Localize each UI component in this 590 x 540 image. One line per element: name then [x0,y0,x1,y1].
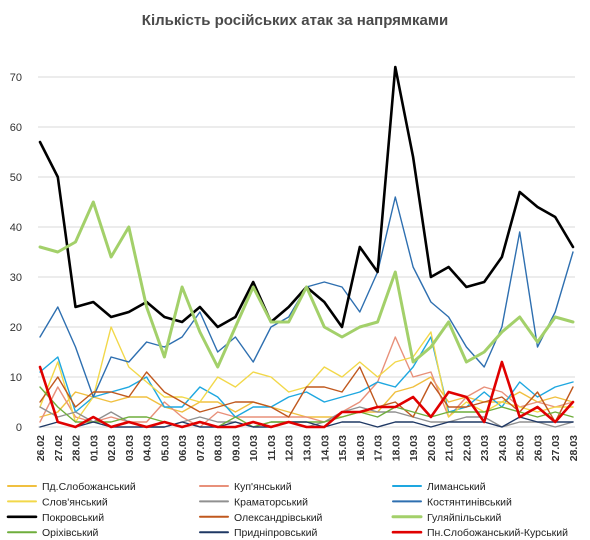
series-line [39,366,574,423]
series-line [39,336,574,418]
legend-item: Куп'янський [199,481,292,493]
x-tick-label: 27.03 [550,435,562,461]
x-tick-label: 09.03 [230,435,242,461]
series-line [38,360,575,429]
legend-item: Пн.Слобожанський-Курський [391,527,568,539]
legend: Пд.Слобожанський Куп'янський Лиманський Сло… [6,481,568,539]
legend-item: Олександрівський [199,512,323,524]
gridlines [38,76,575,428]
x-tick-label: 17.03 [373,435,385,461]
series-line [38,200,575,369]
legend-label: Пд.Слобожанський [42,481,136,493]
x-tick-label: 02.03 [106,435,118,461]
x-tick-label: 12.03 [284,435,296,461]
legend-label: Гуляйпільський [427,512,501,524]
legend-item: Краматорський [199,496,308,508]
x-tick-label: 23.03 [479,435,491,461]
y-tick-label: 50 [10,172,22,184]
legend-item: Оріхівський [7,527,99,539]
y-tick-label: 30 [10,272,22,284]
legend-label: Олександрівський [234,512,323,524]
y-tick-label: 70 [10,72,22,84]
legend-item: Костянтинівський [392,496,512,508]
x-tick-label: 08.03 [213,435,225,461]
x-tick-label: 19.03 [408,435,420,461]
x-tick-label: 24.03 [497,435,509,461]
x-axis-ticks: 26.02 27.02 28.02 01.03 02.03 03.03 04.03 05.03… [35,435,580,461]
legend-item: Гуляйпільський [391,512,501,524]
legend-item: Лиманський [392,481,486,493]
legend-label: Оріхівський [42,527,99,539]
x-tick-label: 20.03 [426,435,438,461]
y-axis-ticks: 0 10 20 30 40 50 60 70 [10,72,22,434]
y-tick-label: 60 [10,122,22,134]
x-tick-label: 22.03 [461,435,473,461]
legend-label: Куп'янський [234,481,292,493]
x-tick-label: 21.03 [444,435,456,461]
x-tick-label: 26.03 [532,435,544,461]
x-tick-label: 13.03 [302,435,314,461]
x-tick-label: 11.03 [266,435,278,461]
x-tick-label: 26.02 [35,435,47,461]
legend-label: Слов'янський [42,496,108,508]
x-tick-label: 18.03 [390,435,402,461]
x-tick-label: 07.03 [195,435,207,461]
series-line [39,376,574,418]
x-tick-label: 04.03 [142,435,154,461]
legend-label: Придніпровський [234,527,318,539]
x-tick-label: 25.03 [515,435,527,461]
x-tick-label: 15.03 [337,435,349,461]
legend-label: Пн.Слобожанський-Курський [427,527,568,539]
legend-label: Костянтинівський [427,496,512,508]
chart-title: Кількість російських атак за напрямками [142,12,448,29]
x-tick-label: 28.03 [568,435,580,461]
series-line [39,336,574,428]
x-tick-label: 27.02 [53,435,65,461]
y-tick-label: 20 [10,322,22,334]
y-tick-label: 0 [16,422,22,434]
y-tick-label: 40 [10,222,22,234]
y-tick-label: 10 [10,372,22,384]
x-tick-label: 10.03 [248,435,260,461]
legend-item: Покровський [6,512,104,524]
legend-label: Краматорський [234,496,308,508]
x-tick-label: 16.03 [355,435,367,461]
x-tick-label: 05.03 [159,435,171,461]
x-tick-label: 28.02 [71,435,83,461]
x-tick-label: 01.03 [88,435,100,461]
legend-item: Пд.Слобожанський [7,481,136,493]
series-lines [38,65,575,429]
legend-item: Придніпровський [199,527,318,539]
x-tick-label: 14.03 [319,435,331,461]
x-tick-label: 06.03 [177,435,189,461]
legend-label: Покровський [42,512,104,524]
legend-label: Лиманський [427,481,486,493]
x-tick-label: 03.03 [124,435,136,461]
legend-item: Слов'янський [7,496,108,508]
